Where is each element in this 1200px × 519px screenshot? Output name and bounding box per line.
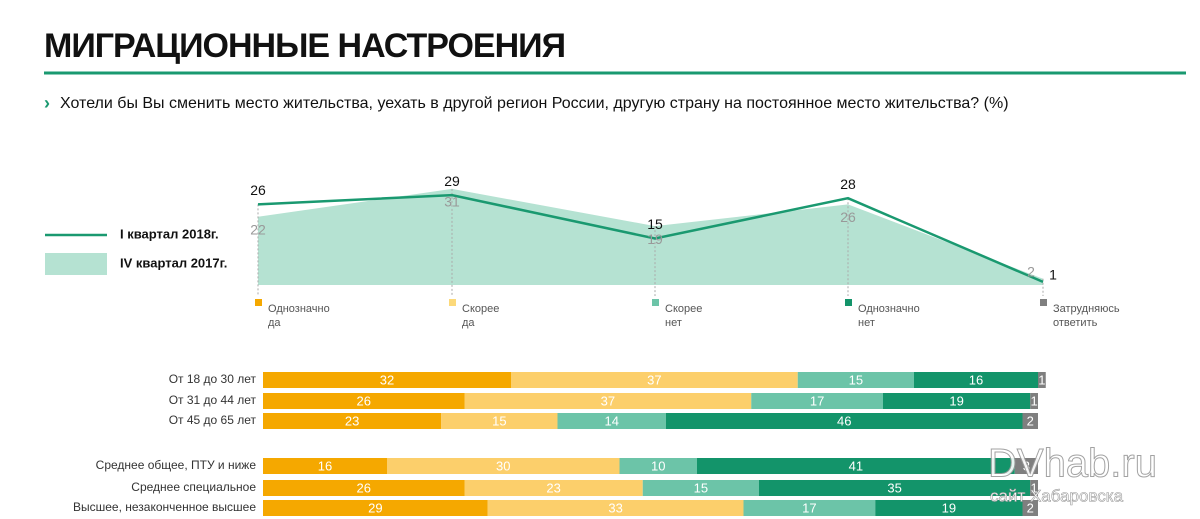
bar-segment [1022, 500, 1038, 516]
bar-segment [1030, 393, 1038, 409]
bar-segment [743, 500, 876, 516]
value-label: 26 [250, 182, 266, 198]
category-marker [449, 299, 456, 306]
bar-segment [697, 458, 1015, 474]
watermark-logo: DVhab.ru [988, 442, 1157, 486]
bar-segment [1038, 372, 1046, 388]
segment-label: 2 [1027, 413, 1034, 428]
value-label: 15 [647, 216, 663, 232]
segment-label: 46 [837, 413, 851, 428]
bar-segment [1030, 480, 1038, 496]
value-label: 26 [840, 209, 856, 225]
bar-segment [875, 500, 1023, 516]
segment-label: 32 [380, 372, 394, 387]
row-label: Среднее специальное [131, 480, 256, 494]
row-label: От 18 до 30 лет [169, 372, 257, 386]
segment-label: 37 [601, 393, 615, 408]
segment-label: 26 [357, 480, 371, 495]
category-marker [652, 299, 659, 306]
segment-label: 2 [1027, 500, 1034, 515]
segment-label: 3 [1023, 458, 1030, 473]
bar-segment [1014, 458, 1038, 474]
bar-segment [464, 480, 643, 496]
bar-segment [914, 372, 1038, 388]
segment-label: 37 [647, 372, 661, 387]
value-label: 29 [444, 173, 460, 189]
bar-segment [666, 413, 1023, 429]
value-label: 28 [840, 176, 856, 192]
segment-label: 10 [651, 458, 665, 473]
segment-label: 19 [942, 500, 956, 515]
segment-label: 19 [949, 393, 963, 408]
bar-segment [263, 372, 511, 388]
segment-label: 1 [1031, 480, 1038, 495]
legend-swatch [45, 253, 107, 275]
value-label: 2 [1027, 264, 1035, 280]
line [257, 193, 1044, 284]
bar-segment [511, 372, 798, 388]
row-label: От 31 до 44 лет [169, 393, 257, 407]
value-label: 31 [444, 194, 460, 210]
segment-label: 41 [849, 458, 863, 473]
segment-label: 23 [546, 480, 560, 495]
title: МИГРАЦИОННЫЕ НАСТРОЕНИЯ [44, 27, 565, 65]
row-label: От 45 до 65 лет [169, 413, 257, 427]
category-label: Скорее да [462, 303, 500, 329]
segment-label: 15 [492, 413, 506, 428]
bar-segment [557, 413, 666, 429]
subtitle: Хотели бы Вы сменить место жительства, у… [60, 95, 1009, 112]
segment-label: 1 [1031, 393, 1038, 408]
bar-segment [619, 458, 697, 474]
category-marker [1040, 299, 1047, 306]
bar-segment [263, 458, 387, 474]
segment-label: 23 [345, 413, 359, 428]
segment-label: 16 [318, 458, 332, 473]
bar-segment [263, 413, 442, 429]
bar-segment [759, 480, 1031, 496]
bar-segment [1022, 413, 1038, 429]
value-label: 19 [647, 231, 663, 247]
segment-label: 17 [802, 500, 816, 515]
category-label: Однозначно нет [858, 303, 920, 329]
bar-segment [263, 393, 465, 409]
segment-label: 30 [496, 458, 510, 473]
bar-segment [642, 480, 759, 496]
bar-segment [441, 413, 558, 429]
segment-label: 15 [694, 480, 708, 495]
segment-label: 16 [969, 372, 983, 387]
bar-segment [263, 500, 488, 516]
segment-label: 1 [1038, 372, 1045, 387]
bar-segment [263, 480, 465, 496]
row-label: Высшее, незаконченное высшее [73, 500, 256, 514]
category-label: Однозначно да [268, 303, 330, 329]
segment-label: 29 [368, 500, 382, 515]
segment-label: 14 [605, 413, 619, 428]
legend-label: IV квартал 2017г. [120, 255, 227, 270]
segment-label: 33 [608, 500, 622, 515]
value-label: 22 [250, 222, 266, 238]
segment-label: 26 [357, 393, 371, 408]
bar-segment [487, 500, 744, 516]
bar-segment [387, 458, 620, 474]
segment-label: 35 [887, 480, 901, 495]
segment-label: 17 [810, 393, 824, 408]
category-marker [845, 299, 852, 306]
legend-label: I квартал 2018г. [120, 226, 219, 241]
segment-label: 15 [849, 372, 863, 387]
value-label: 1 [1049, 267, 1057, 283]
category-label: Затрудняюсь ответить [1053, 303, 1120, 329]
bar-segment [464, 393, 752, 409]
bar-segment [797, 372, 914, 388]
category-marker [255, 299, 262, 306]
chevron: › [44, 93, 50, 113]
row-label: Среднее общее, ПТУ и ниже [96, 458, 257, 472]
watermark-caption: сайт Хабаровска [990, 486, 1124, 505]
bar-segment [751, 393, 883, 409]
bar-segment [883, 393, 1031, 409]
category-label: Скорее нет [665, 303, 703, 329]
